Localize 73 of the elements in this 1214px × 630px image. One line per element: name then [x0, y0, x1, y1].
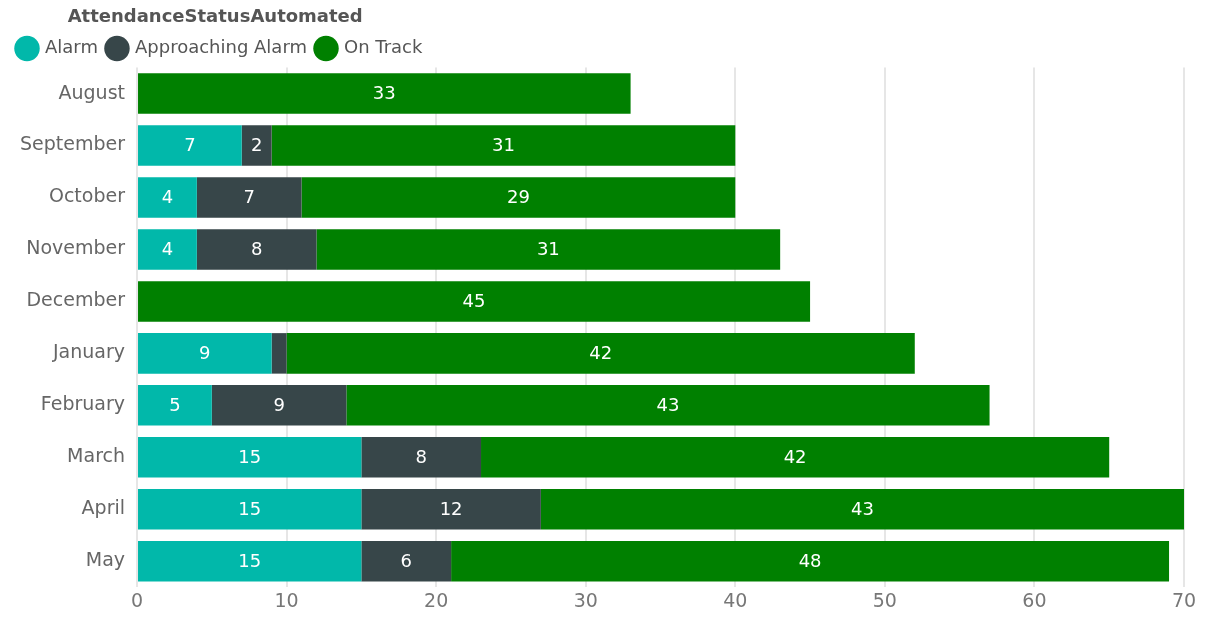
data-label: 45	[462, 290, 486, 312]
y-tick-label: August	[58, 80, 126, 103]
bar	[196, 229, 317, 270]
legend-label: Alarm	[45, 36, 98, 58]
data-label: 31	[492, 134, 515, 156]
data-label: 8	[250, 238, 263, 260]
bar	[138, 489, 362, 530]
y-tick-label: January	[51, 340, 126, 363]
data-label: 43	[656, 394, 680, 416]
bar	[138, 333, 272, 374]
legend-label: Approaching Alarm	[134, 36, 308, 58]
data-label: 48	[798, 549, 822, 571]
bar	[211, 385, 347, 426]
data-label: 42	[783, 445, 807, 467]
x-tick-label: 20	[424, 588, 449, 611]
bar	[540, 489, 1184, 530]
bar	[361, 489, 541, 530]
data-label: 15	[238, 445, 262, 467]
bar	[196, 177, 302, 218]
y-tick-label: November	[26, 236, 126, 259]
bar	[361, 437, 482, 478]
data-label: 42	[589, 342, 613, 364]
y-tick-label: October	[48, 184, 126, 207]
data-label: 5	[169, 394, 181, 416]
bar	[361, 540, 452, 582]
y-tick-label: December	[26, 288, 126, 311]
data-label: 31	[536, 238, 560, 260]
data-label: 43	[850, 497, 874, 519]
y-tick-label: May	[85, 548, 126, 571]
legend-label: On Track	[344, 36, 423, 58]
data-label: 8	[415, 445, 427, 467]
bar	[138, 540, 362, 582]
bar	[316, 229, 781, 270]
y-tick-label: March	[67, 444, 126, 467]
data-label: 9	[273, 394, 285, 416]
bar	[138, 385, 212, 426]
legend-title: AttendanceStatusAutomated	[67, 4, 363, 26]
bar	[301, 177, 736, 218]
x-tick-label: 10	[274, 588, 299, 611]
bar	[241, 125, 272, 166]
data-label: 15	[238, 497, 262, 519]
bar	[138, 437, 362, 478]
data-label: 12	[439, 497, 463, 519]
data-label: 7	[184, 134, 196, 156]
data-label: 7	[243, 186, 255, 208]
x-tick-label: 0	[130, 588, 144, 611]
bar	[138, 73, 631, 114]
bar	[451, 540, 1170, 582]
bar	[138, 177, 197, 218]
y-tick-label: September	[19, 132, 126, 155]
data-label: 15	[238, 549, 262, 571]
x-tick-label: 70	[1171, 588, 1197, 611]
bar	[138, 281, 811, 322]
data-label: 6	[400, 549, 412, 571]
data-label: 29	[506, 186, 530, 208]
bar	[271, 125, 736, 166]
data-label: 4	[161, 238, 174, 260]
data-label: 33	[372, 82, 396, 104]
data-label: 4	[161, 186, 174, 208]
bar	[346, 385, 990, 426]
bar	[138, 125, 242, 166]
data-label: 2	[250, 134, 263, 156]
x-tick-label: 50	[872, 588, 897, 611]
bar	[286, 333, 915, 374]
x-tick-label: 60	[1022, 588, 1047, 611]
data-label: 9	[199, 342, 211, 364]
y-tick-label: February	[40, 392, 126, 415]
bar	[271, 333, 287, 374]
y-tick-label: April	[81, 496, 126, 519]
bar	[138, 229, 197, 270]
x-tick-label: 30	[573, 588, 598, 611]
bar	[481, 437, 1110, 478]
x-tick-label: 40	[723, 588, 748, 611]
